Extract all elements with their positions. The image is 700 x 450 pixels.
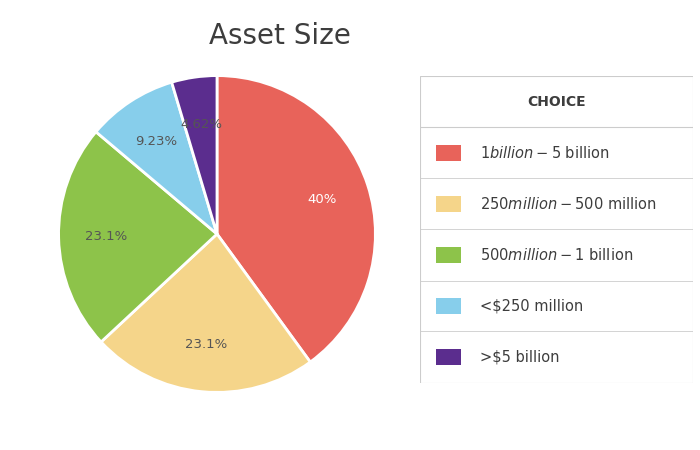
Wedge shape — [172, 76, 217, 234]
FancyBboxPatch shape — [436, 247, 461, 263]
Wedge shape — [96, 82, 217, 234]
Wedge shape — [59, 132, 217, 342]
Text: 23.1%: 23.1% — [186, 338, 228, 351]
FancyBboxPatch shape — [436, 144, 461, 162]
Wedge shape — [101, 234, 310, 392]
Wedge shape — [217, 76, 375, 362]
FancyBboxPatch shape — [436, 297, 461, 315]
Text: $250 million - $500 million: $250 million - $500 million — [480, 196, 657, 212]
Text: $500 million - $1 billion: $500 million - $1 billion — [480, 247, 634, 263]
Text: 4.62%: 4.62% — [180, 118, 222, 131]
Text: <$250 million: <$250 million — [480, 298, 583, 314]
FancyBboxPatch shape — [436, 349, 461, 365]
Text: 40%: 40% — [308, 193, 337, 206]
Text: CHOICE: CHOICE — [527, 95, 586, 109]
Text: Asset Size: Asset Size — [209, 22, 351, 50]
Text: >$5 billion: >$5 billion — [480, 350, 559, 365]
FancyBboxPatch shape — [436, 196, 461, 212]
Text: $1 billion - $5 billion: $1 billion - $5 billion — [480, 145, 610, 161]
Text: 9.23%: 9.23% — [135, 135, 177, 148]
Text: 23.1%: 23.1% — [85, 230, 127, 243]
